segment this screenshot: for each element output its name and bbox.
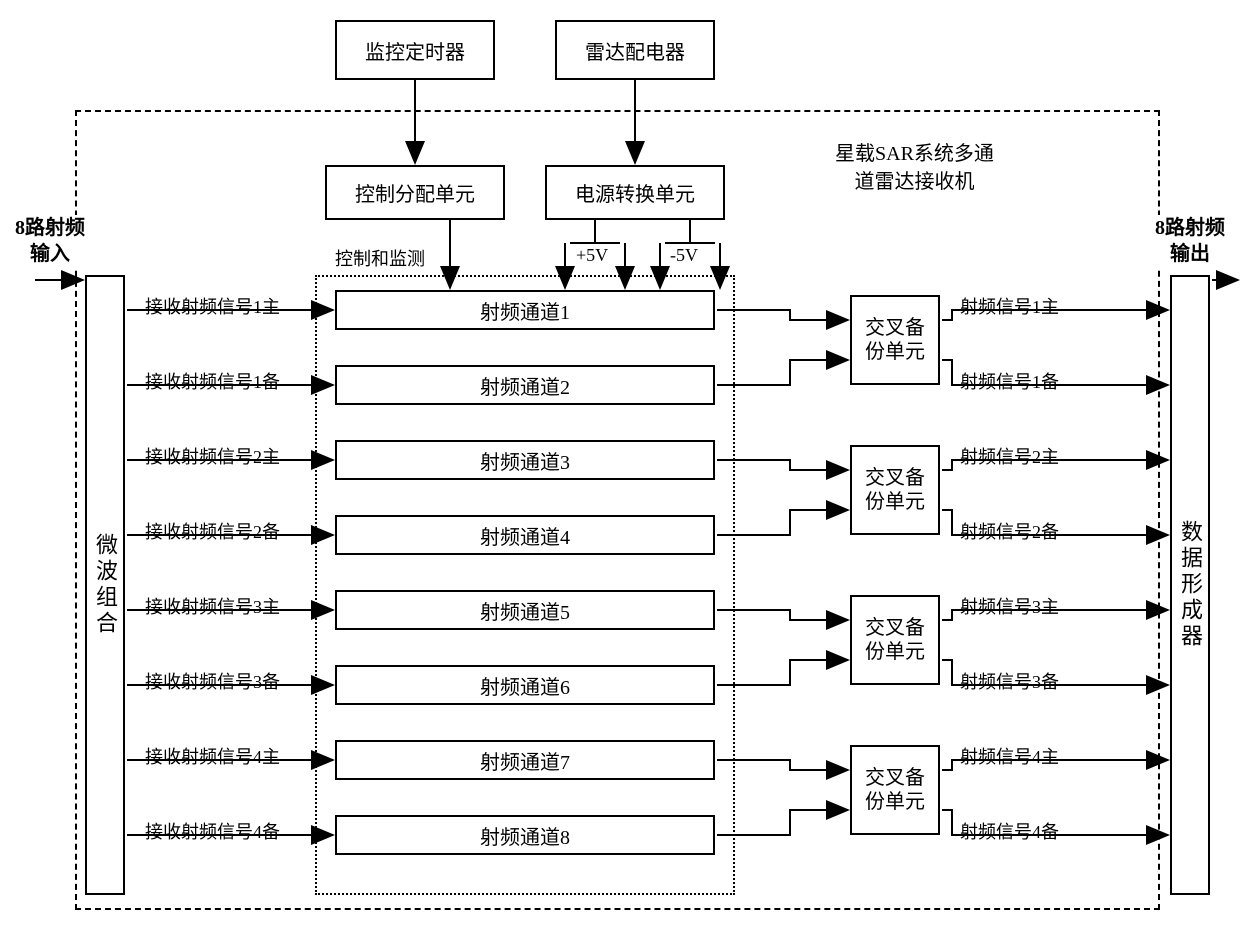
backup-unit-4-line2: 份单元 [865, 790, 925, 814]
input-signal-4: 接收射频信号2备 [145, 518, 280, 544]
input-signal-2: 接收射频信号1备 [145, 368, 280, 394]
power-conv-box: 电源转换单元 [545, 165, 725, 220]
rf-input-line1: 8路射频 [5, 215, 95, 241]
rf-channel-6-label: 射频通道6 [480, 671, 570, 700]
rf-channel-4: 射频通道4 [335, 515, 715, 555]
backup-unit-3: 交叉备 份单元 [850, 595, 940, 685]
rf-input-line2: 输入 [5, 241, 95, 267]
rf-output-line2: 输出 [1145, 241, 1235, 267]
plus5v-label: +5V [576, 245, 608, 266]
control-dist-label: 控制分配单元 [355, 178, 475, 207]
input-signal-8: 接收射频信号4备 [145, 818, 280, 844]
backup-unit-1: 交叉备 份单元 [850, 295, 940, 385]
control-dist-box: 控制分配单元 [325, 165, 505, 220]
rf-channel-5-label: 射频通道5 [480, 596, 570, 625]
rf-channel-3: 射频通道3 [335, 440, 715, 480]
rf-channel-7-label: 射频通道7 [480, 746, 570, 775]
backup-unit-3-line2: 份单元 [865, 640, 925, 664]
rf-channel-6: 射频通道6 [335, 665, 715, 705]
input-signal-6: 接收射频信号3备 [145, 668, 280, 694]
backup-unit-4: 交叉备 份单元 [850, 745, 940, 835]
output-signal-6: 射频信号3备 [960, 668, 1059, 694]
microwave-label: 微波组合 [89, 533, 121, 637]
input-signal-7: 接收射频信号4主 [145, 743, 280, 769]
output-signal-5: 射频信号3主 [960, 593, 1059, 619]
rf-output-label: 8路射频 输出 [1145, 215, 1235, 267]
minus5v-label: -5V [670, 245, 698, 266]
power-conv-label: 电源转换单元 [575, 178, 695, 207]
rf-channel-2-label: 射频通道2 [480, 371, 570, 400]
backup-unit-2-line2: 份单元 [865, 490, 925, 514]
rf-output-line1: 8路射频 [1145, 215, 1235, 241]
rf-channel-1-label: 射频通道1 [480, 296, 570, 325]
rf-channel-1: 射频通道1 [335, 290, 715, 330]
system-title-line2: 道雷达接收机 [835, 168, 994, 196]
radar-power-label: 雷达配电器 [585, 36, 685, 65]
control-monitor-label: 控制和监测 [335, 245, 425, 271]
rf-channel-2: 射频通道2 [335, 365, 715, 405]
data-former-label: 数据形成器 [1174, 520, 1206, 650]
radar-power-box: 雷达配电器 [555, 20, 715, 80]
backup-unit-2-line1: 交叉备 [865, 466, 925, 490]
system-title: 星载SAR系统多通 道雷达接收机 [835, 140, 994, 196]
data-former-block: 数据形成器 [1170, 275, 1210, 895]
input-signal-5: 接收射频信号3主 [145, 593, 280, 619]
rf-input-label: 8路射频 输入 [5, 215, 95, 267]
backup-unit-1-line2: 份单元 [865, 340, 925, 364]
output-signal-1: 射频信号1主 [960, 293, 1059, 319]
input-signal-3: 接收射频信号2主 [145, 443, 280, 469]
output-signal-3: 射频信号2主 [960, 443, 1059, 469]
input-signal-1: 接收射频信号1主 [145, 293, 280, 319]
output-signal-4: 射频信号2备 [960, 518, 1059, 544]
rf-channel-4-label: 射频通道4 [480, 521, 570, 550]
output-signal-7: 射频信号4主 [960, 743, 1059, 769]
output-signal-8: 射频信号4备 [960, 818, 1059, 844]
rf-channel-3-label: 射频通道3 [480, 446, 570, 475]
backup-unit-3-line1: 交叉备 [865, 616, 925, 640]
backup-unit-1-line1: 交叉备 [865, 316, 925, 340]
system-title-line1: 星载SAR系统多通 [835, 140, 994, 168]
microwave-block: 微波组合 [85, 275, 125, 895]
rf-channel-8-label: 射频通道8 [480, 821, 570, 850]
monitor-timer-box: 监控定时器 [335, 20, 495, 80]
backup-unit-2: 交叉备 份单元 [850, 445, 940, 535]
backup-unit-4-line1: 交叉备 [865, 766, 925, 790]
rf-channel-7: 射频通道7 [335, 740, 715, 780]
rf-channel-5: 射频通道5 [335, 590, 715, 630]
rf-channel-8: 射频通道8 [335, 815, 715, 855]
output-signal-2: 射频信号1备 [960, 368, 1059, 394]
monitor-timer-label: 监控定时器 [365, 36, 465, 65]
